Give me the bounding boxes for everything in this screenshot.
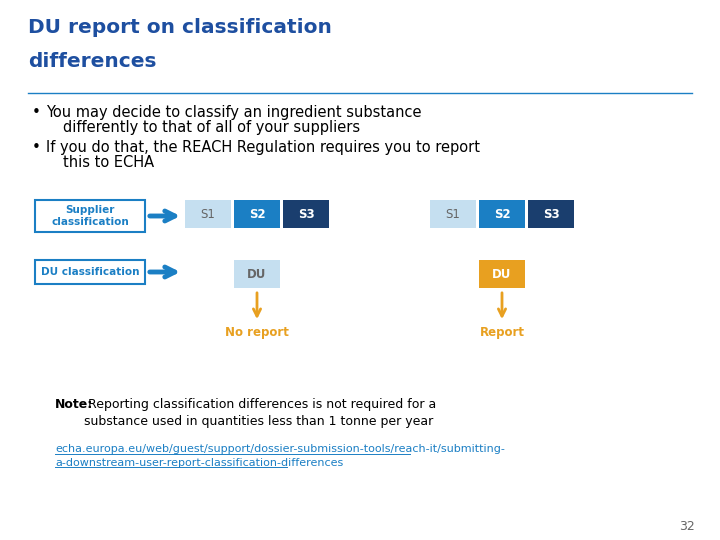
Text: DU: DU	[247, 267, 266, 280]
Text: You may decide to classify an ingredient substance: You may decide to classify an ingredient…	[46, 105, 421, 120]
FancyBboxPatch shape	[430, 200, 476, 228]
Text: differently to that of all of your suppliers: differently to that of all of your suppl…	[63, 120, 360, 135]
FancyBboxPatch shape	[234, 260, 280, 288]
Text: DU report on classification: DU report on classification	[28, 18, 332, 37]
Text: S2: S2	[248, 207, 265, 220]
Text: S2: S2	[494, 207, 510, 220]
FancyBboxPatch shape	[479, 260, 525, 288]
FancyBboxPatch shape	[234, 200, 280, 228]
Text: •: •	[32, 105, 41, 120]
Text: S3: S3	[543, 207, 559, 220]
Text: 32: 32	[679, 520, 695, 533]
FancyBboxPatch shape	[35, 200, 145, 232]
FancyBboxPatch shape	[283, 200, 329, 228]
Text: S1: S1	[446, 207, 460, 220]
Text: this to ECHA: this to ECHA	[63, 155, 154, 170]
Text: echa.europa.eu/web/guest/support/dossier-submission-tools/reach-it/submitting-
a: echa.europa.eu/web/guest/support/dossier…	[55, 444, 505, 468]
Text: Report: Report	[480, 326, 524, 339]
Text: •: •	[32, 140, 41, 155]
Text: DU classification: DU classification	[41, 267, 139, 277]
Text: DU: DU	[492, 267, 512, 280]
Text: S1: S1	[201, 207, 215, 220]
FancyBboxPatch shape	[35, 260, 145, 284]
Text: differences: differences	[28, 52, 156, 71]
Text: S3: S3	[297, 207, 315, 220]
FancyBboxPatch shape	[479, 200, 525, 228]
FancyBboxPatch shape	[528, 200, 574, 228]
Text: Reporting classification differences is not required for a
substance used in qua: Reporting classification differences is …	[84, 398, 436, 429]
Text: Note:: Note:	[55, 398, 94, 411]
FancyBboxPatch shape	[185, 200, 231, 228]
Text: No report: No report	[225, 326, 289, 339]
Text: If you do that, the REACH Regulation requires you to report: If you do that, the REACH Regulation req…	[46, 140, 480, 155]
Text: Supplier
classification: Supplier classification	[51, 205, 129, 227]
